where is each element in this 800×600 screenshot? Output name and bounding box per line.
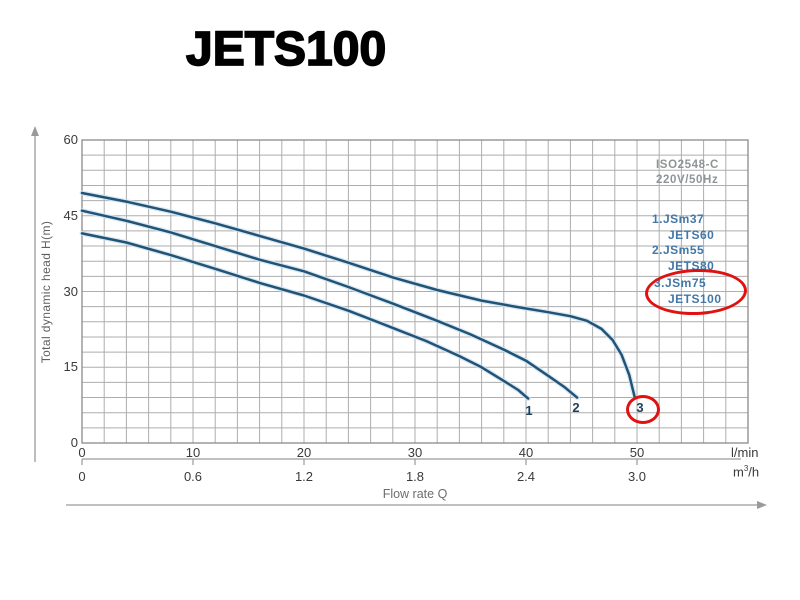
y-tick-label: 0: [70, 435, 78, 450]
x-unit-m3h: m3/h: [733, 464, 760, 480]
legend-entry-1-series: JETS60: [668, 228, 715, 242]
curve-highlight-ellipse: [626, 395, 660, 424]
x-tick-m3h-label: 3.0: [627, 469, 647, 484]
x-tick-m3h-label: 0.6: [183, 469, 203, 484]
curve-label-2: 2: [572, 400, 580, 415]
pump-curve-2: [80, 209, 579, 399]
x-tick-lmin-label: 20: [296, 445, 312, 460]
x-tick-m3h-label: 2.4: [516, 469, 536, 484]
x-tick-m3h-label: 1.8: [405, 469, 425, 484]
page-title: JETS100: [185, 22, 387, 77]
x-unit-lmin: l/min: [731, 445, 759, 460]
x-tick-lmin-label: 30: [407, 445, 423, 460]
y-tick-label: 60: [63, 132, 78, 147]
x-axis-label: Flow rate Q: [382, 487, 448, 501]
y-tick-label: 15: [63, 359, 78, 375]
x-tick-lmin-label: 40: [518, 445, 534, 460]
legend-entry-3-model: 3.JSm75: [654, 276, 707, 290]
y-axis-arrow-head: [31, 126, 39, 136]
x-tick-lmin-label: 50: [629, 445, 645, 460]
x-tick-lmin-label: 0: [78, 445, 86, 460]
legend-entry-2-model: 2.JSm55: [652, 243, 705, 257]
legend-entry-3-series: JETS100: [668, 292, 722, 306]
pump-curve-3: [80, 191, 637, 399]
x-tick-lmin-label: 10: [185, 445, 201, 460]
y-tick-label: 45: [63, 207, 78, 223]
x-tick-m3h-label: 1.2: [294, 469, 314, 484]
pump-curve-1: [80, 232, 530, 400]
curve-label-1: 1: [525, 403, 533, 418]
legend-entry-1-model: 1.JSm37: [652, 212, 705, 226]
y-tick-label: 30: [63, 283, 78, 299]
standard-label: ISO2548-C: [656, 159, 719, 171]
plot-border: [81, 139, 749, 444]
legend-entry-2-series: JETS80: [668, 259, 715, 273]
x-axis-arrow-head: [757, 501, 767, 509]
x-tick-m3h-label: 0: [78, 469, 86, 484]
voltage-label: 220V/50Hz: [656, 174, 719, 186]
